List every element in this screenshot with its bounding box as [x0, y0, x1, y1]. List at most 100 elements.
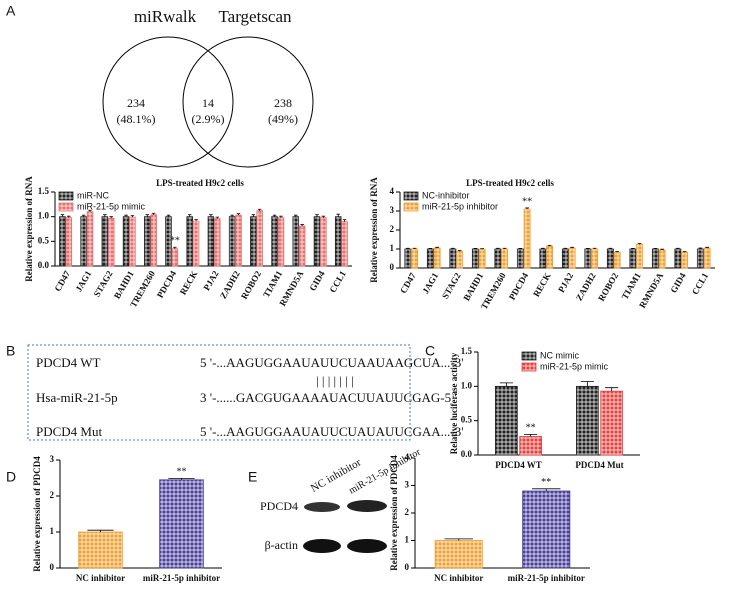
panel-label: E	[248, 469, 257, 485]
legend-swatch	[521, 351, 537, 361]
sequence: 5 '-...AAGUGGAAUAUUCUAAUAAGCUA...-3'	[200, 355, 464, 370]
error-bar	[676, 247, 680, 249]
blot-band	[347, 500, 387, 512]
x-tick-label: JAG1	[420, 271, 440, 296]
x-tick-label: STAG2	[440, 271, 463, 301]
x-tick-label: miR-21-5p inhibitor	[508, 573, 585, 583]
bar	[192, 220, 200, 267]
sequence-name: PDCD4 Mut	[36, 424, 102, 439]
blot-band	[303, 539, 341, 553]
bar	[703, 247, 711, 269]
error-bar	[563, 247, 568, 249]
lane-label: miR-21-5p inhibitor	[347, 446, 423, 496]
error-bar	[279, 215, 283, 218]
bar	[696, 248, 704, 269]
error-bar	[444, 538, 473, 541]
bar	[235, 214, 242, 267]
error-bar	[60, 214, 65, 217]
error-bar	[499, 382, 513, 387]
bar	[636, 243, 644, 269]
error-bar	[496, 247, 500, 249]
bar	[600, 390, 623, 456]
error-bar	[615, 251, 619, 253]
y-tick-label: 4	[405, 452, 410, 462]
bar	[629, 248, 637, 269]
x-tick-label: PDCD4 WT	[495, 460, 542, 470]
error-bar	[272, 214, 277, 217]
bar	[495, 385, 518, 456]
bar	[298, 225, 306, 267]
y-tick-label: 1	[390, 243, 395, 253]
panel-label: B	[6, 343, 15, 359]
error-bar	[168, 477, 195, 480]
error-bar	[294, 214, 298, 217]
legend-label: miR-NC	[77, 190, 109, 200]
legend-label: NC mimic	[540, 350, 579, 360]
significance: **	[177, 467, 187, 478]
x-tick-label: BAHD1	[461, 271, 485, 303]
error-bar	[547, 244, 552, 247]
bar	[516, 248, 524, 269]
y-tick-label: 0.5	[38, 235, 50, 245]
error-bar	[541, 247, 545, 249]
band-label: PDCD4	[260, 499, 298, 513]
legend-swatch	[403, 191, 419, 201]
bar	[171, 248, 179, 267]
x-tick-label: CD47	[52, 269, 72, 293]
error-bar	[451, 247, 455, 249]
bar	[256, 210, 263, 267]
bar	[546, 245, 554, 269]
legend-swatch	[403, 202, 419, 212]
error-bar	[173, 246, 177, 249]
y-tick-label: 3	[50, 454, 55, 464]
x-tick-label: GID4	[307, 269, 327, 293]
legend-swatch	[521, 362, 537, 372]
bar	[658, 249, 666, 269]
bar	[129, 216, 136, 267]
significance: **	[526, 423, 536, 434]
error-bar	[300, 224, 304, 227]
error-bar	[81, 214, 86, 217]
y-tick-label: 3	[405, 480, 410, 490]
bar	[101, 216, 109, 267]
bar	[449, 248, 457, 269]
error-bar	[605, 387, 619, 392]
y-axis-label: Relative expression of PDCD4	[389, 455, 399, 571]
y-tick-label: 0.0	[38, 260, 50, 270]
bar	[519, 436, 542, 456]
error-bar	[637, 243, 642, 245]
error-bar	[653, 248, 658, 249]
y-tick-label: 0	[50, 562, 55, 572]
y-tick-label: 1	[50, 526, 55, 536]
bar	[277, 217, 285, 267]
legend-label: miR-21-5p inhibitor	[422, 201, 498, 211]
bar	[523, 208, 531, 269]
error-bar	[67, 215, 71, 218]
panel-label: A	[6, 3, 16, 19]
bar	[433, 247, 441, 269]
panel-label: C	[425, 343, 435, 359]
legend-swatch	[58, 202, 74, 212]
x-tick-label: CD47	[398, 271, 418, 295]
bar	[65, 217, 73, 267]
sequence-name: Hsa-miR-21-5p	[36, 390, 118, 405]
bar	[341, 221, 348, 267]
bar	[292, 216, 300, 267]
venn-count: 14	[202, 96, 214, 110]
x-tick-label: CCL1	[690, 271, 711, 297]
venn-set: Targetscan	[218, 7, 292, 26]
error-bar	[580, 381, 594, 387]
y-tick-label: 1	[405, 535, 410, 545]
error-bar	[705, 246, 709, 249]
bar	[144, 216, 151, 267]
bar	[404, 248, 412, 269]
venn-percent: (2.9%)	[192, 112, 225, 126]
error-bar	[87, 529, 114, 532]
x-tick-label: CCL1	[327, 269, 348, 295]
venn-percent: (48.1%)	[117, 112, 156, 126]
bar	[456, 250, 464, 269]
x-tick-label: miR-21-5p inhibitor	[143, 573, 220, 583]
blot-band	[347, 539, 387, 553]
venn-set: miRwalk	[134, 7, 197, 26]
y-tick-label: 1.0	[461, 380, 473, 390]
